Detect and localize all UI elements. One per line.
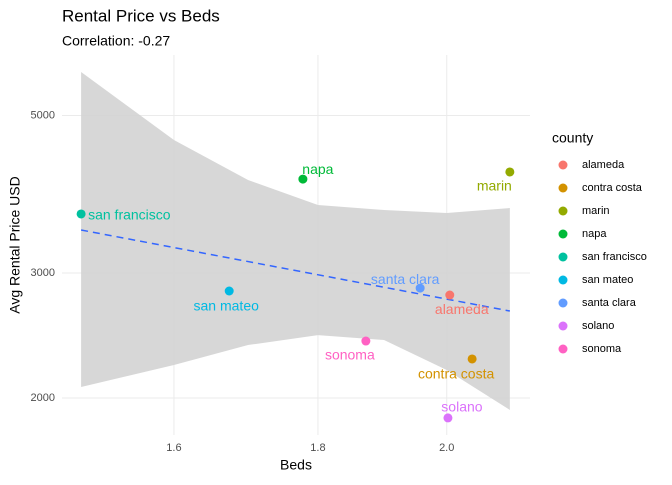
y-tick-label: 2000: [31, 392, 55, 404]
point: [443, 413, 453, 423]
legend-label: alameda: [582, 159, 625, 171]
point-label: alameda: [435, 301, 489, 317]
point: [298, 174, 308, 184]
legend-swatch: [558, 183, 568, 193]
point-label: napa: [302, 161, 333, 177]
x-tick-label: 1.8: [310, 442, 325, 454]
point-label: sonoma: [325, 347, 375, 363]
point: [224, 286, 234, 296]
legend-swatch: [558, 298, 568, 308]
point-label: san mateo: [194, 298, 260, 314]
point: [76, 209, 86, 219]
x-axis-title: Beds: [280, 457, 312, 473]
legend-swatch: [558, 160, 568, 170]
legend-swatch: [558, 344, 568, 354]
point: [505, 167, 515, 177]
point-label: santa clara: [371, 271, 440, 287]
legend-label: napa: [582, 228, 607, 240]
point-label: contra costa: [418, 366, 494, 382]
confidence-band: [81, 72, 510, 410]
legend-label: contra costa: [582, 182, 643, 194]
legend-swatch: [558, 252, 568, 262]
chart-subtitle: Correlation: -0.27: [62, 33, 170, 49]
legend-label: solano: [582, 320, 614, 332]
point-label: san francisco: [88, 207, 171, 223]
x-tick-label: 2.0: [439, 442, 454, 454]
legend-title: county: [552, 130, 593, 146]
point: [361, 336, 371, 346]
legend-label: san mateo: [582, 274, 633, 286]
y-tick-label: 5000: [31, 109, 55, 121]
chart-title: Rental Price vs Beds: [62, 6, 220, 25]
legend-swatch: [558, 321, 568, 331]
legend-label: sonoma: [582, 343, 622, 355]
x-tick-label: 1.6: [166, 442, 181, 454]
point-label: marin: [477, 178, 512, 194]
legend-swatch: [558, 206, 568, 216]
point: [415, 283, 425, 293]
point-label: solano: [441, 399, 482, 415]
legend-label: santa clara: [582, 297, 637, 309]
y-tick-label: 3000: [31, 267, 55, 279]
point: [445, 290, 455, 300]
legend-swatch: [558, 275, 568, 285]
point: [467, 354, 477, 364]
y-axis-title: Avg Rental Price USD: [7, 176, 23, 313]
legend-label: san francisco: [582, 251, 647, 263]
legend-swatch: [558, 229, 568, 239]
legend-label: marin: [582, 205, 610, 217]
trend-line: [80, 229, 510, 312]
